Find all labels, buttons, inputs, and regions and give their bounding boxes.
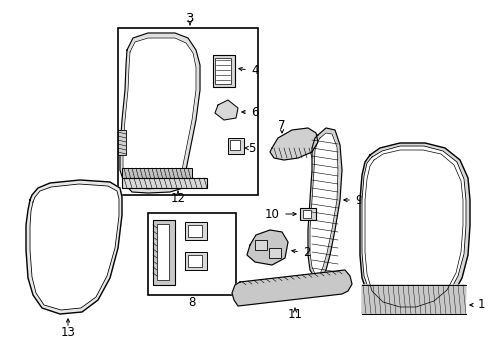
Text: 1: 1: [477, 298, 485, 311]
Bar: [303, 210, 310, 218]
Polygon shape: [309, 133, 337, 274]
Polygon shape: [26, 180, 122, 314]
Bar: [153, 220, 175, 285]
Text: 12: 12: [170, 192, 185, 204]
Bar: [268, 248, 281, 258]
Text: 6: 6: [250, 105, 258, 118]
Polygon shape: [123, 38, 196, 189]
Text: 4: 4: [250, 63, 258, 77]
Bar: [184, 222, 206, 240]
Bar: [118, 130, 126, 155]
Polygon shape: [307, 128, 341, 278]
Bar: [184, 252, 206, 270]
Text: 11: 11: [287, 309, 302, 321]
Polygon shape: [361, 285, 465, 314]
Bar: [299, 208, 315, 220]
Text: 9: 9: [354, 194, 362, 207]
Text: 8: 8: [188, 296, 195, 309]
Bar: [118, 28, 258, 195]
Polygon shape: [120, 33, 200, 193]
Bar: [122, 168, 192, 180]
Text: 2: 2: [303, 246, 310, 258]
Polygon shape: [231, 270, 351, 306]
Bar: [157, 224, 169, 280]
Bar: [215, 58, 230, 84]
Polygon shape: [215, 100, 238, 120]
Bar: [187, 225, 202, 237]
Polygon shape: [361, 146, 465, 311]
Polygon shape: [269, 128, 317, 160]
Bar: [229, 140, 240, 150]
Text: 3: 3: [185, 12, 194, 24]
Bar: [254, 240, 266, 250]
Polygon shape: [359, 143, 469, 314]
Text: 10: 10: [264, 207, 280, 220]
Text: 7: 7: [278, 118, 285, 131]
Bar: [213, 55, 235, 87]
Text: 5: 5: [247, 141, 255, 154]
Bar: [122, 178, 206, 188]
Polygon shape: [364, 150, 462, 307]
Bar: [227, 138, 244, 154]
Polygon shape: [246, 230, 287, 265]
Bar: [148, 213, 236, 295]
Bar: [187, 255, 202, 267]
Polygon shape: [30, 184, 119, 310]
Text: 13: 13: [61, 325, 75, 338]
